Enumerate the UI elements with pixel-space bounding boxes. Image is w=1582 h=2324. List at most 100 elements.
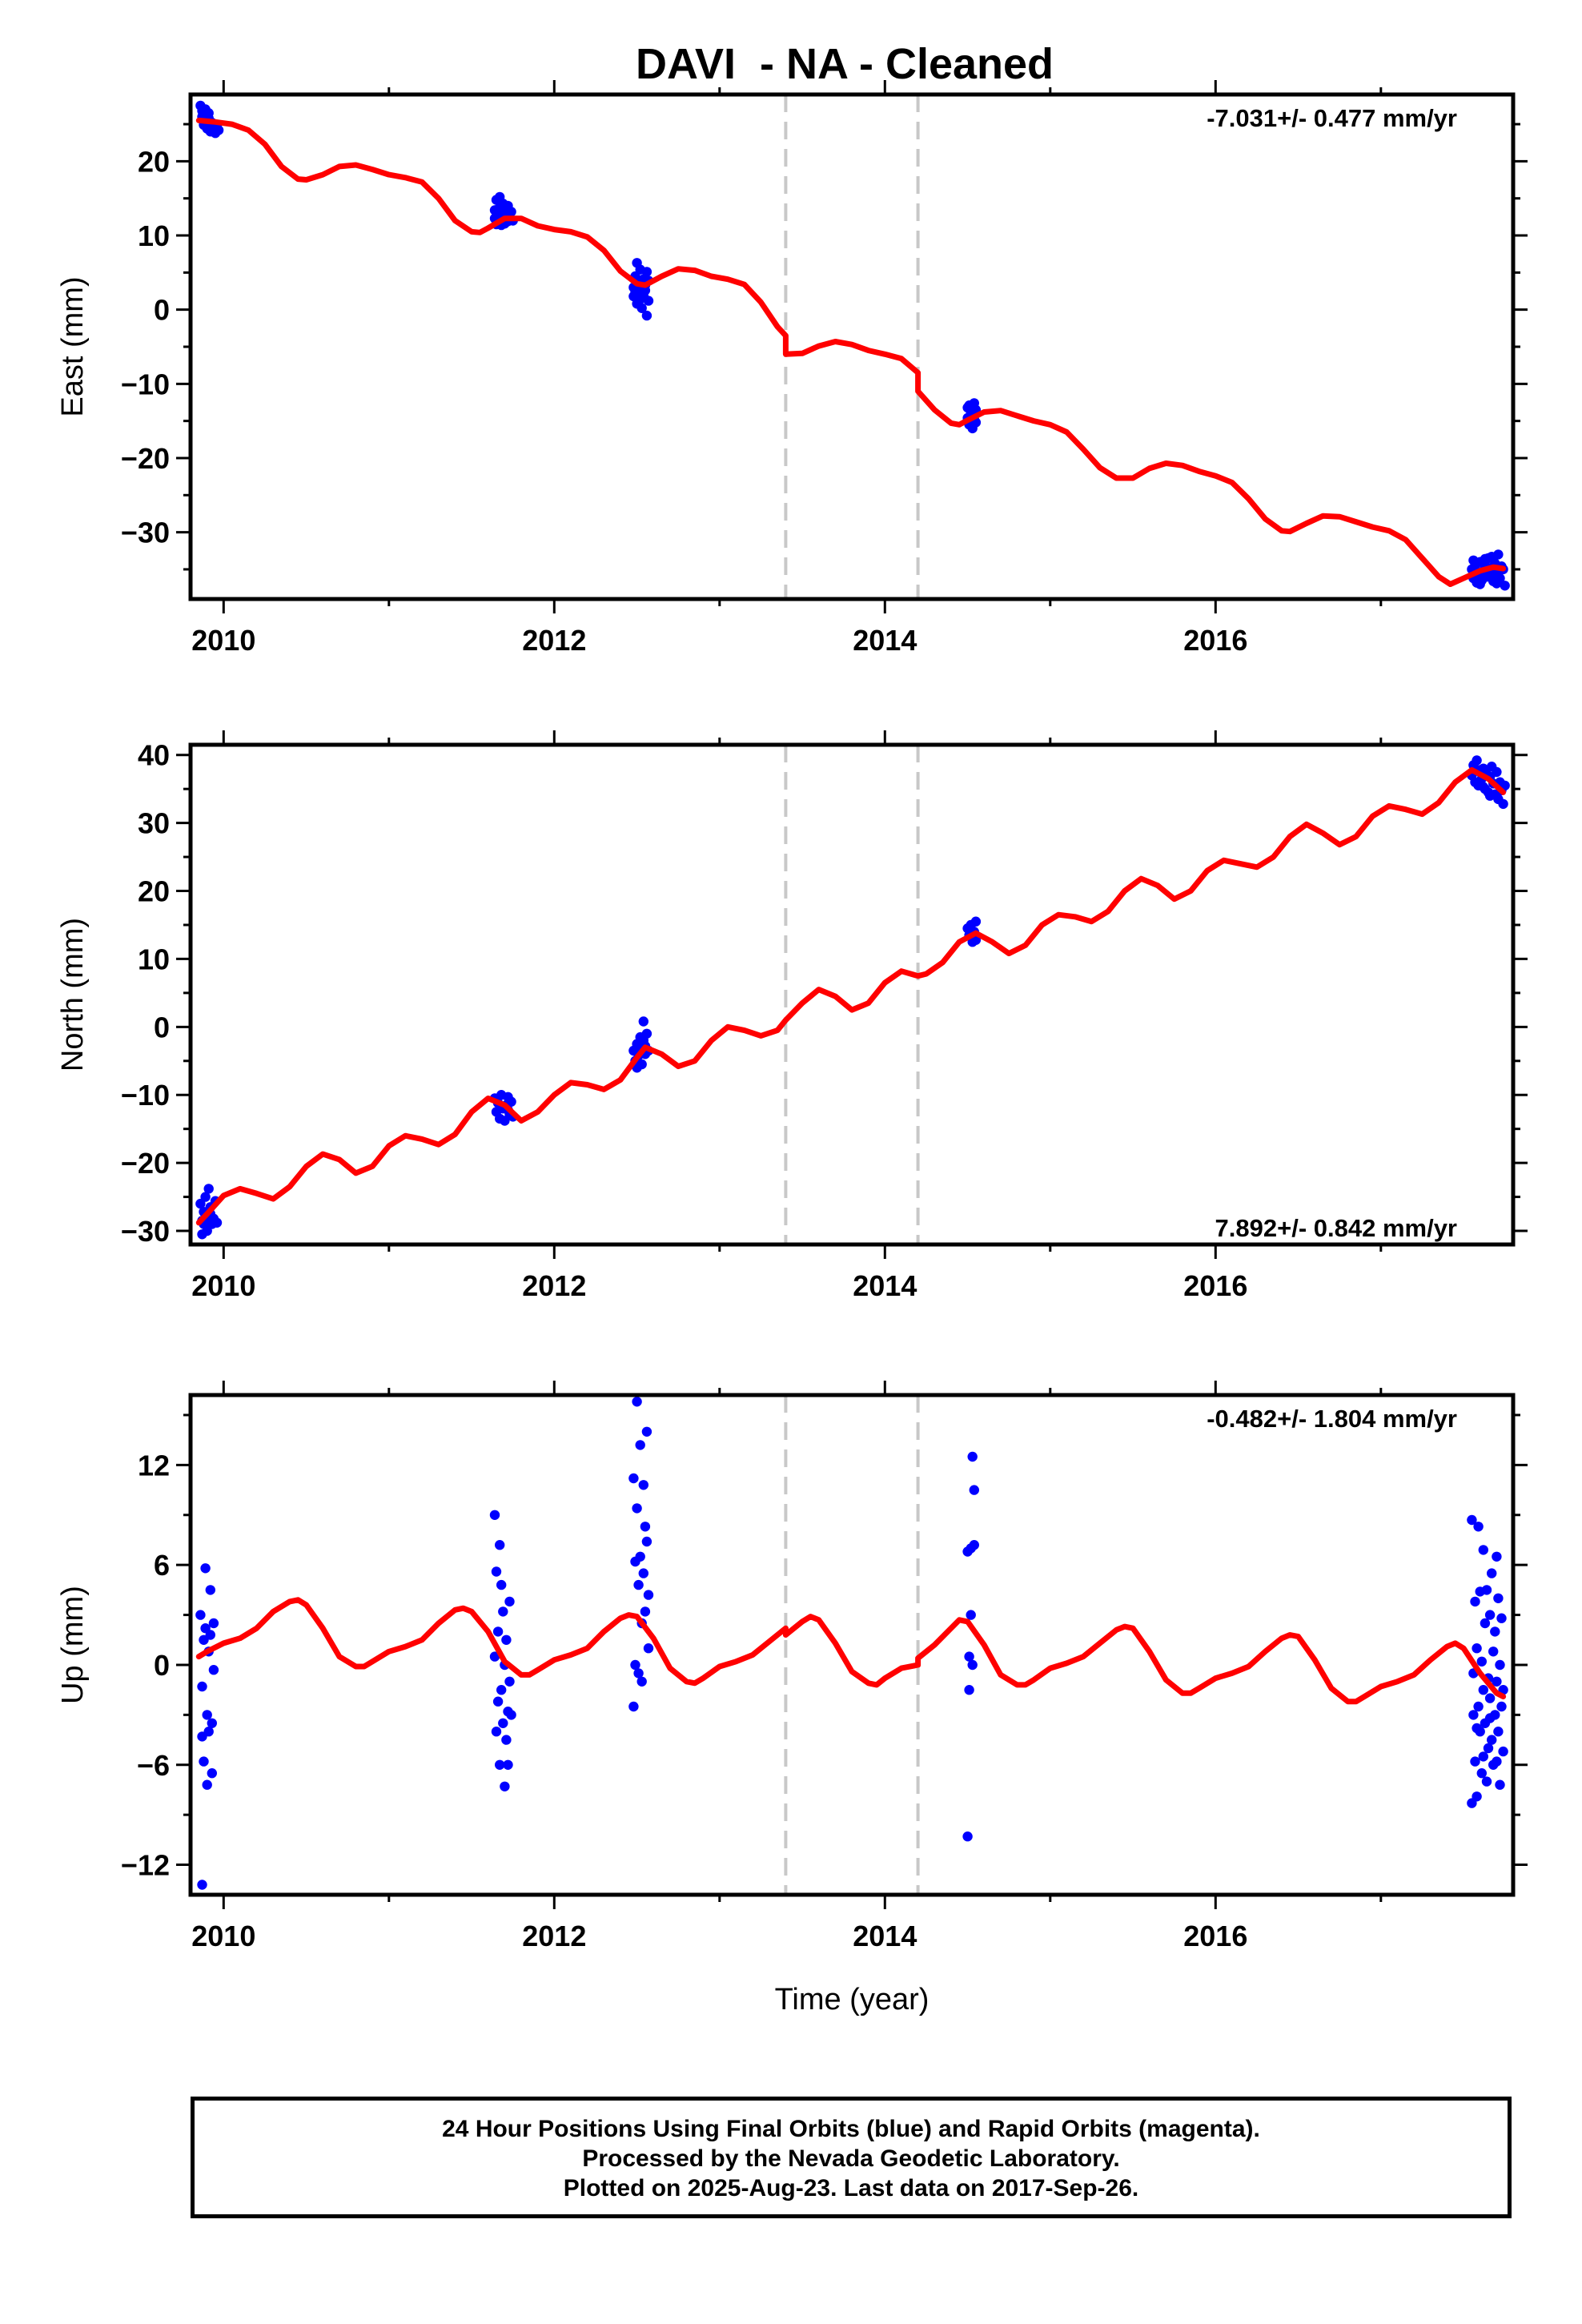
north-data-point [636,1059,647,1070]
up-data-point [501,1735,512,1745]
east-data-point [1500,581,1510,591]
up-data-point [633,1579,644,1590]
north-data-point [1484,790,1496,801]
up-y-tick-label: −6 [137,1749,170,1782]
north-y-tick-label: 0 [154,1011,170,1043]
north-data-point [506,1096,516,1107]
north-data-point [203,1184,214,1194]
up-data-point [1481,1776,1492,1787]
up-data-point [495,1540,505,1550]
footer-line-1: 24 Hour Positions Using Final Orbits (bl… [442,2116,1260,2142]
east-y-tick-label: 0 [154,294,170,327]
up-y-tick-label: 12 [138,1449,170,1482]
up-data-point [1476,1768,1488,1779]
up-data-point [506,1710,516,1720]
up-x-tick-label: 2014 [853,1920,917,1952]
north-y-tick-label: −10 [121,1079,170,1112]
up-data-point [641,1536,652,1547]
up-data-point [1473,1701,1484,1712]
up-data-point [503,1759,513,1770]
north-data [195,755,1510,1240]
east-y-tick-label: −10 [121,368,170,400]
up-data-point [643,1643,654,1654]
east-data [195,100,1510,591]
north-panel: 2010 2012 2014 2016 −30 −20 −10 0 10 20 30 40 North … [56,730,1528,1302]
east-data-point [641,310,652,321]
up-model-line [195,1597,1507,1705]
up-data-point [635,1440,645,1450]
up-data-point [1496,1701,1507,1712]
north-x-tick-label: 2012 [522,1269,586,1302]
up-data-point [1492,1676,1502,1687]
east-data-point [1478,557,1489,567]
up-data-point [504,1676,515,1687]
up-data-point [207,1768,217,1779]
north-model-line [195,766,1507,1226]
up-data-point [203,1727,214,1737]
east-y-tick-label: 20 [138,145,170,178]
up-data-point [500,1781,510,1791]
up-data-point [498,1606,508,1617]
up-x-tick-label: 2010 [191,1920,255,1952]
east-rate-label: -7.031+/- 0.477 mm/yr [1207,104,1457,132]
north-y-tick-label: 20 [138,875,170,908]
up-data [195,1397,1508,1890]
east-data-point [1493,549,1504,560]
north-y-tick-label: 30 [138,807,170,840]
up-data-point [208,1665,219,1675]
up-data-point [967,1451,978,1462]
east-data-point [213,125,224,135]
north-data-point [1478,782,1489,792]
up-data-point [1487,1568,1497,1578]
north-y-axis-label: North (mm) [56,918,90,1072]
east-x-tick-label: 2012 [522,624,586,657]
up-y-tick-label: 6 [154,1549,170,1582]
up-data-point [1495,1659,1505,1671]
up-data-point [632,1397,642,1407]
east-model-line [195,117,1507,587]
up-data-point [197,1880,207,1890]
up-data-point [1478,1545,1489,1555]
up-data-point [962,1831,973,1842]
up-data-point [504,1596,515,1607]
east-data-point [1475,579,1485,589]
up-frame [188,1393,1516,1897]
up-data-point [640,1606,651,1617]
figure-title: DAVI - NA - Cleaned [636,40,1054,88]
up-data-point [1492,1551,1502,1562]
up-y-tick-label: 0 [154,1649,170,1682]
up-data-point [200,1563,211,1574]
up-data-point [1472,1791,1482,1802]
east-y-tick-label: −30 [121,517,170,549]
north-rate-label: 7.892+/- 0.842 mm/yr [1215,1214,1457,1242]
up-data-point [496,1579,507,1590]
up-data-point [628,1473,639,1484]
footer-line-2: Processed by the Nevada Geodetic Laborat… [582,2145,1120,2172]
up-data-point [1470,1756,1480,1767]
up-data-point [1472,1643,1482,1654]
east-x-tick-label: 2010 [191,624,255,657]
east-data-point [640,285,651,296]
up-data-point [491,1727,502,1737]
up-data-point [641,1426,652,1437]
up-data-point [1484,1713,1496,1723]
north-data-point [1492,766,1502,778]
north-y-tick-label: −30 [121,1215,170,1248]
north-data-point [641,1028,652,1039]
up-data-point [640,1522,651,1532]
east-data-point [643,296,654,306]
north-y-tick-label: 10 [138,943,170,975]
up-data-point [1483,1743,1494,1754]
up-data-point [969,1485,980,1495]
up-data-point [638,1568,648,1578]
up-data-point [205,1630,215,1640]
up-data-point [1473,1522,1484,1532]
east-x-tick-label: 2014 [853,624,917,657]
up-data-point [1484,1610,1496,1620]
north-x-tick-label: 2010 [191,1269,255,1302]
up-data-point [967,1659,978,1671]
up-panel: 2010 2012 2014 2016 −12 −6 0 6 12 Up (mm) Time (ye… [56,1381,1528,2016]
up-data-point [1472,1723,1482,1734]
east-data-point [1492,578,1502,589]
